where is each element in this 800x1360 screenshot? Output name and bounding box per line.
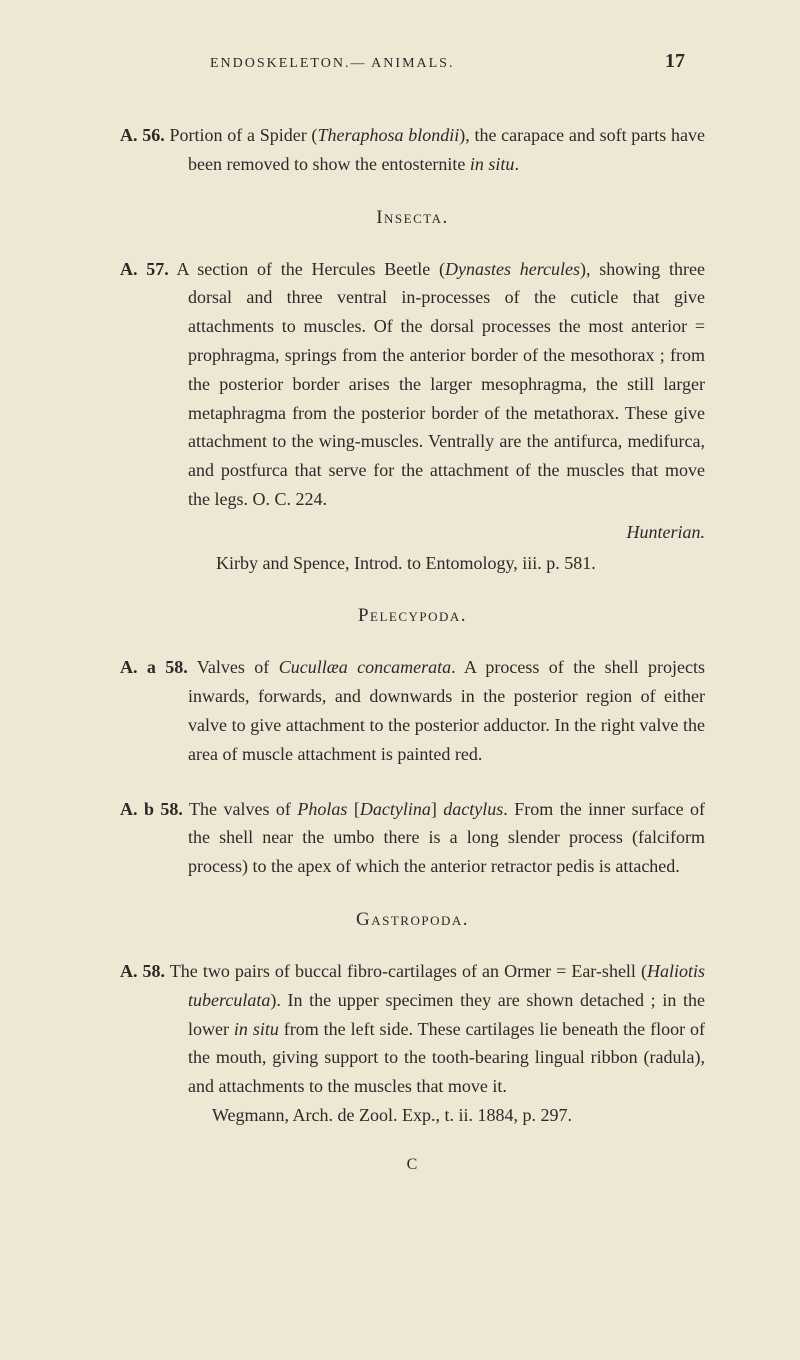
entry-text: ), showing three dorsal and three ventra… bbox=[188, 259, 705, 509]
taxon-name: Dynastes hercules bbox=[445, 259, 580, 279]
entry-text: A section of the Hercules Beetle ( bbox=[169, 259, 445, 279]
latin-phrase: in situ bbox=[470, 154, 515, 174]
entry-text: Valves of bbox=[188, 657, 279, 677]
entry-a58: A. 58. The two pairs of buccal fibro-car… bbox=[120, 957, 705, 1130]
entry-a-b58: A. b 58. The valves of Pholas [Dactylina… bbox=[120, 795, 705, 881]
entry-a56: A. 56. Portion of a Spider (Theraphosa b… bbox=[120, 121, 705, 179]
citation-wegmann: Wegmann, Arch. de Zool. Exp., t. ii. 188… bbox=[188, 1101, 705, 1130]
section-heading-insecta: Insecta. bbox=[120, 207, 705, 229]
entry-label: A. a 58. bbox=[120, 657, 188, 677]
attribution-hunterian: Hunterian. bbox=[188, 518, 705, 547]
entry-text: [ bbox=[347, 799, 359, 819]
running-head: ENDOSKELETON.— ANIMALS. bbox=[210, 56, 454, 72]
entry-label: A. 56. bbox=[120, 125, 165, 145]
taxon-name: Theraphosa blondii bbox=[317, 125, 459, 145]
entry-a57: A. 57. A section of the Hercules Beetle … bbox=[120, 255, 705, 578]
entry-text: Portion of a Spider ( bbox=[165, 125, 318, 145]
entry-text: . bbox=[514, 154, 519, 174]
taxon-name: Pholas bbox=[297, 799, 347, 819]
taxon-name: dactylus bbox=[443, 799, 503, 819]
page-header: ENDOSKELETON.— ANIMALS. 17 bbox=[120, 50, 705, 73]
entry-text: The two pairs of buccal fibro-cartilages… bbox=[165, 961, 647, 981]
entry-label: A. 58. bbox=[120, 961, 165, 981]
entry-text: The valves of bbox=[183, 799, 297, 819]
taxon-name: Dactylina bbox=[360, 799, 431, 819]
entry-label: A. b 58. bbox=[120, 799, 183, 819]
signature-mark: C bbox=[120, 1156, 705, 1174]
entry-a-a58: A. a 58. Valves of Cucullæa concamerata.… bbox=[120, 653, 705, 768]
section-heading-gastropoda: Gastropoda. bbox=[120, 909, 705, 931]
section-heading-pelecypoda: Pelecypoda. bbox=[120, 605, 705, 627]
page-number: 17 bbox=[665, 50, 685, 73]
taxon-name: Cucullæa concamerata bbox=[279, 657, 451, 677]
entry-label: A. 57. bbox=[120, 259, 169, 279]
latin-phrase: in situ bbox=[234, 1019, 279, 1039]
citation-kirby: Kirby and Spence, Introd. to Entomology,… bbox=[188, 549, 705, 578]
entry-text: ] bbox=[431, 799, 443, 819]
